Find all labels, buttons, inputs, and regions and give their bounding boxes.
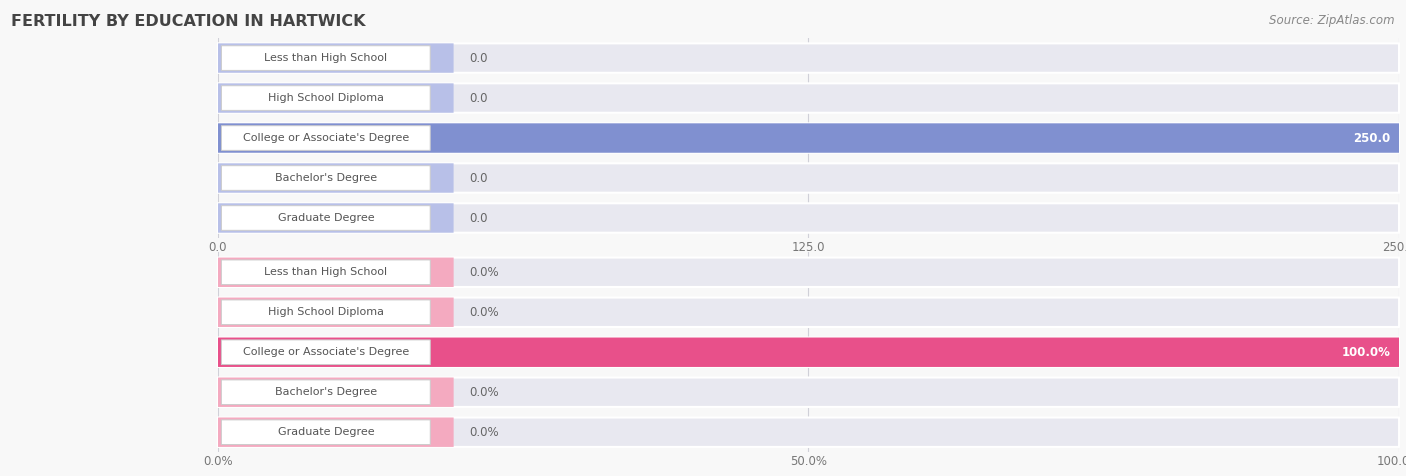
FancyBboxPatch shape <box>218 203 1399 233</box>
Text: High School Diploma: High School Diploma <box>267 93 384 103</box>
Text: FERTILITY BY EDUCATION IN HARTWICK: FERTILITY BY EDUCATION IN HARTWICK <box>11 14 366 30</box>
FancyBboxPatch shape <box>218 203 454 233</box>
Text: 0.0%: 0.0% <box>470 426 499 439</box>
Text: 0.0: 0.0 <box>470 91 488 105</box>
FancyBboxPatch shape <box>218 298 454 327</box>
Text: Graduate Degree: Graduate Degree <box>277 213 374 223</box>
Text: 250.0: 250.0 <box>1354 131 1391 145</box>
FancyBboxPatch shape <box>218 417 1399 447</box>
FancyBboxPatch shape <box>221 340 430 365</box>
Text: 0.0: 0.0 <box>470 171 488 185</box>
FancyBboxPatch shape <box>218 337 1399 367</box>
Text: 0.0: 0.0 <box>470 211 488 225</box>
FancyBboxPatch shape <box>218 83 1399 113</box>
FancyBboxPatch shape <box>218 258 1399 287</box>
FancyBboxPatch shape <box>218 163 1399 193</box>
Text: Less than High School: Less than High School <box>264 53 388 63</box>
FancyBboxPatch shape <box>218 163 454 193</box>
FancyBboxPatch shape <box>218 258 454 287</box>
FancyBboxPatch shape <box>218 123 1399 153</box>
FancyBboxPatch shape <box>218 417 454 447</box>
FancyBboxPatch shape <box>218 43 454 73</box>
FancyBboxPatch shape <box>221 206 430 230</box>
Text: High School Diploma: High School Diploma <box>267 307 384 317</box>
FancyBboxPatch shape <box>221 380 430 405</box>
Text: College or Associate's Degree: College or Associate's Degree <box>243 133 409 143</box>
FancyBboxPatch shape <box>221 46 430 70</box>
FancyBboxPatch shape <box>218 377 454 407</box>
FancyBboxPatch shape <box>221 86 430 110</box>
FancyBboxPatch shape <box>218 123 1399 153</box>
Text: Less than High School: Less than High School <box>264 267 388 278</box>
Text: Source: ZipAtlas.com: Source: ZipAtlas.com <box>1270 14 1395 27</box>
Text: 0.0%: 0.0% <box>470 386 499 399</box>
FancyBboxPatch shape <box>218 377 1399 407</box>
Text: College or Associate's Degree: College or Associate's Degree <box>243 347 409 357</box>
FancyBboxPatch shape <box>221 420 430 445</box>
FancyBboxPatch shape <box>221 126 430 150</box>
Text: 0.0%: 0.0% <box>470 306 499 319</box>
FancyBboxPatch shape <box>218 83 454 113</box>
FancyBboxPatch shape <box>221 166 430 190</box>
FancyBboxPatch shape <box>218 337 1399 367</box>
Text: Bachelor's Degree: Bachelor's Degree <box>274 173 377 183</box>
Text: 0.0%: 0.0% <box>470 266 499 279</box>
Text: Bachelor's Degree: Bachelor's Degree <box>274 387 377 397</box>
Text: Graduate Degree: Graduate Degree <box>277 427 374 437</box>
Text: 0.0: 0.0 <box>470 51 488 65</box>
FancyBboxPatch shape <box>221 260 430 285</box>
FancyBboxPatch shape <box>221 300 430 325</box>
FancyBboxPatch shape <box>218 298 1399 327</box>
FancyBboxPatch shape <box>218 43 1399 73</box>
Text: 100.0%: 100.0% <box>1341 346 1391 359</box>
